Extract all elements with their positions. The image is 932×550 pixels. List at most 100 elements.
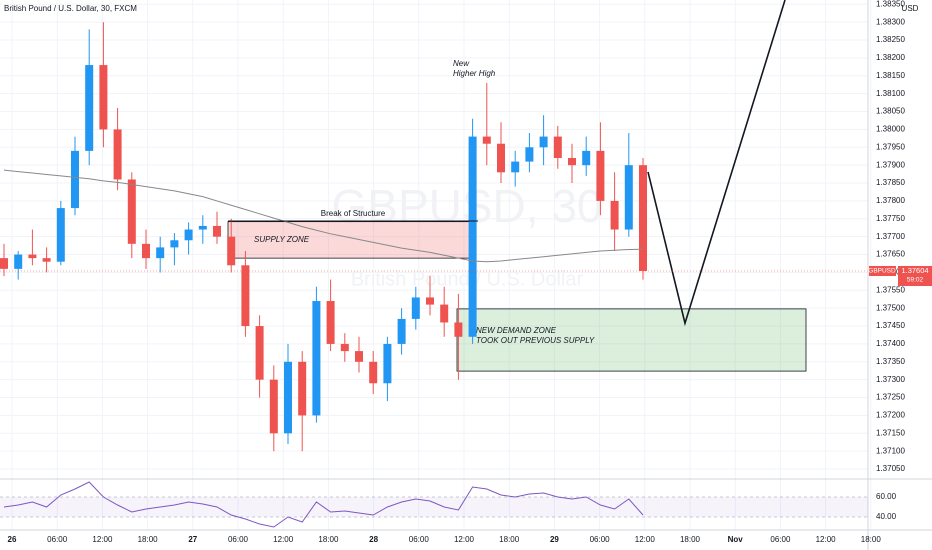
y-tick-label: 1.38050 [876, 107, 905, 116]
y-tick-label: 1.37750 [876, 214, 905, 223]
candle-body [142, 243, 150, 259]
candle-body [482, 136, 491, 144]
candle-body [56, 208, 65, 262]
y-tick-label: 1.37850 [876, 178, 905, 187]
hh-label: New [453, 59, 470, 68]
y-tick-label: 1.37300 [876, 375, 905, 384]
x-tick-label: 29 [550, 535, 559, 544]
grid [0, 0, 872, 530]
x-tick-label: 18:00 [138, 535, 159, 544]
candle-body [596, 150, 605, 201]
watermark: GBPUSD, 30 [332, 180, 603, 232]
demand-label: NEW DEMAND ZONE [476, 326, 557, 335]
candles [0, 22, 647, 452]
x-tick-label: 06:00 [47, 535, 68, 544]
y-tick-label: 1.37350 [876, 357, 905, 366]
supply-label: SUPPLY ZONE [254, 235, 310, 244]
symbol-badge [869, 265, 896, 276]
candle-body [355, 351, 363, 362]
hh-label: Higher High [453, 69, 496, 78]
candle-body [0, 258, 8, 269]
x-tick-label: 06:00 [590, 535, 611, 544]
candle-body [170, 240, 179, 248]
y-tick-label: 1.38300 [876, 17, 905, 26]
rsi-tick-label: 60.00 [876, 492, 897, 501]
candle-body [639, 165, 647, 271]
price-badge [898, 265, 932, 286]
candle-body [241, 265, 250, 327]
candle-body [269, 379, 278, 434]
x-tick-label: 12:00 [635, 535, 656, 544]
x-tick-label: 18:00 [499, 535, 520, 544]
candle-body [568, 158, 576, 166]
y-tick-label: 1.37800 [876, 196, 905, 205]
price-badge-text: 1.37604 [901, 266, 928, 275]
y-tick-label: 1.37700 [876, 232, 905, 241]
y-tick-label: 1.37200 [876, 411, 905, 420]
candle-body [28, 254, 37, 259]
demand-zone [456, 308, 807, 372]
projection [647, 0, 786, 327]
candle-body [440, 304, 449, 323]
candle-body [156, 247, 165, 259]
y-tick-label: 1.37050 [876, 464, 905, 473]
y-tick-label: 1.38150 [876, 71, 905, 80]
candle-body [113, 129, 122, 180]
y-tick-label: 1.37450 [876, 321, 905, 330]
candle-body [497, 143, 505, 173]
y-tick-label: 1.38250 [876, 35, 905, 44]
candle-body [340, 343, 349, 352]
y-tick-label: 1.38100 [876, 89, 905, 98]
x-tick-label: 18:00 [318, 535, 339, 544]
x-tick-label: 12:00 [273, 535, 294, 544]
candle-body [397, 318, 406, 344]
chart-title: British Pound / U.S. Dollar, 30, FXCM [4, 4, 137, 13]
candle-body [553, 136, 562, 159]
x-tick-label: 26 [8, 535, 17, 544]
currency: USD [902, 4, 919, 13]
candle-body [213, 225, 221, 237]
candle-body [326, 301, 335, 344]
x-tick-label: 27 [188, 535, 197, 544]
x-tick-label: 18:00 [680, 535, 701, 544]
candle-body [468, 136, 477, 337]
y-tick-label: 1.37950 [876, 142, 905, 151]
y-tick-label: 1.37100 [876, 446, 905, 455]
x-tick-label: 12:00 [454, 535, 475, 544]
candle-body [582, 150, 591, 166]
moving-average [3, 169, 644, 263]
candle-body [411, 297, 420, 319]
x-tick-label: 06:00 [228, 535, 249, 544]
candle-body [539, 136, 548, 148]
y-tick-label: 1.37400 [876, 339, 905, 348]
x-tick-label: 06:00 [409, 535, 430, 544]
x-tick-label: 12:00 [816, 535, 837, 544]
x-tick-label: Nov [728, 535, 744, 544]
y-tick-label: 1.38000 [876, 125, 905, 134]
x-tick-label: 18:00 [861, 535, 882, 544]
rsi-tick-label: 40.00 [876, 512, 897, 521]
countdown: 59:02 [907, 277, 924, 284]
candle-body [85, 65, 94, 151]
rsi-band [0, 497, 868, 517]
symbol-badge-text: GBPUSD [868, 268, 896, 275]
candle-body [255, 326, 264, 380]
rsi-line [3, 481, 644, 528]
candle-body [312, 301, 321, 416]
candle-body [127, 179, 136, 244]
candle-body [227, 236, 236, 266]
x-tick-label: 12:00 [92, 535, 113, 544]
x-tick-label: 28 [369, 535, 378, 544]
candle-body [99, 65, 108, 130]
candle-body [298, 361, 307, 416]
y-tick-label: 1.37550 [876, 285, 905, 294]
y-tick-label: 1.37900 [876, 160, 905, 169]
candle-body [369, 361, 378, 384]
candle-body [624, 165, 633, 230]
candle-body [71, 150, 79, 209]
y-tick-label: 1.38350 [876, 0, 905, 8]
